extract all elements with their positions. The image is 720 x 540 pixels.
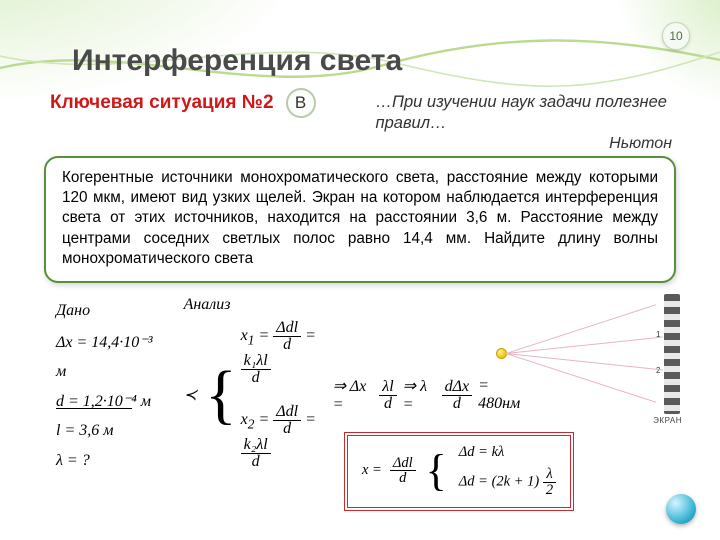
page-number-badge: 10 [662, 22, 690, 50]
quote-block: …При изучении наук задачи полезнее прави… [376, 92, 680, 153]
screen-label: ЭКРАН [653, 416, 682, 425]
quote-text: …При изучении наук задачи полезнее прави… [376, 92, 680, 133]
slide-title: Интерференция света [72, 44, 402, 78]
interference-diagram: ЭКРАН 1 2 [496, 294, 680, 414]
result-box: x = Δdld { Δd = kλ Δd = (2k + 1) λ2 [344, 432, 574, 511]
given-block: Дано Δx = 14,4·10⁻³ м d = 1,2·10⁻⁴ м l =… [56, 296, 154, 476]
given-l: l = 3,6 м [56, 416, 154, 446]
nav-orb[interactable] [666, 494, 696, 524]
given-header: Дано [56, 296, 154, 326]
given-d: d = 1,2·10⁻⁴ м [56, 387, 154, 417]
analysis-header: Анализ [184, 296, 526, 314]
problem-statement: Когерентные источники монохроматического… [44, 156, 676, 283]
given-lambda: λ = ? [56, 446, 154, 476]
key-situation-label: Ключевая ситуация №2 [50, 92, 274, 114]
quote-author: Ньютон [376, 135, 680, 153]
given-rule [56, 408, 132, 409]
ray [506, 304, 657, 354]
subtitle-row: Ключевая ситуация №2 B …При изучении нау… [50, 92, 680, 153]
slit-label-2: 2 [656, 366, 660, 375]
given-dx: Δx = 14,4·10⁻³ м [56, 328, 154, 387]
screen-pattern [664, 294, 680, 414]
variant-badge: B [286, 88, 316, 118]
